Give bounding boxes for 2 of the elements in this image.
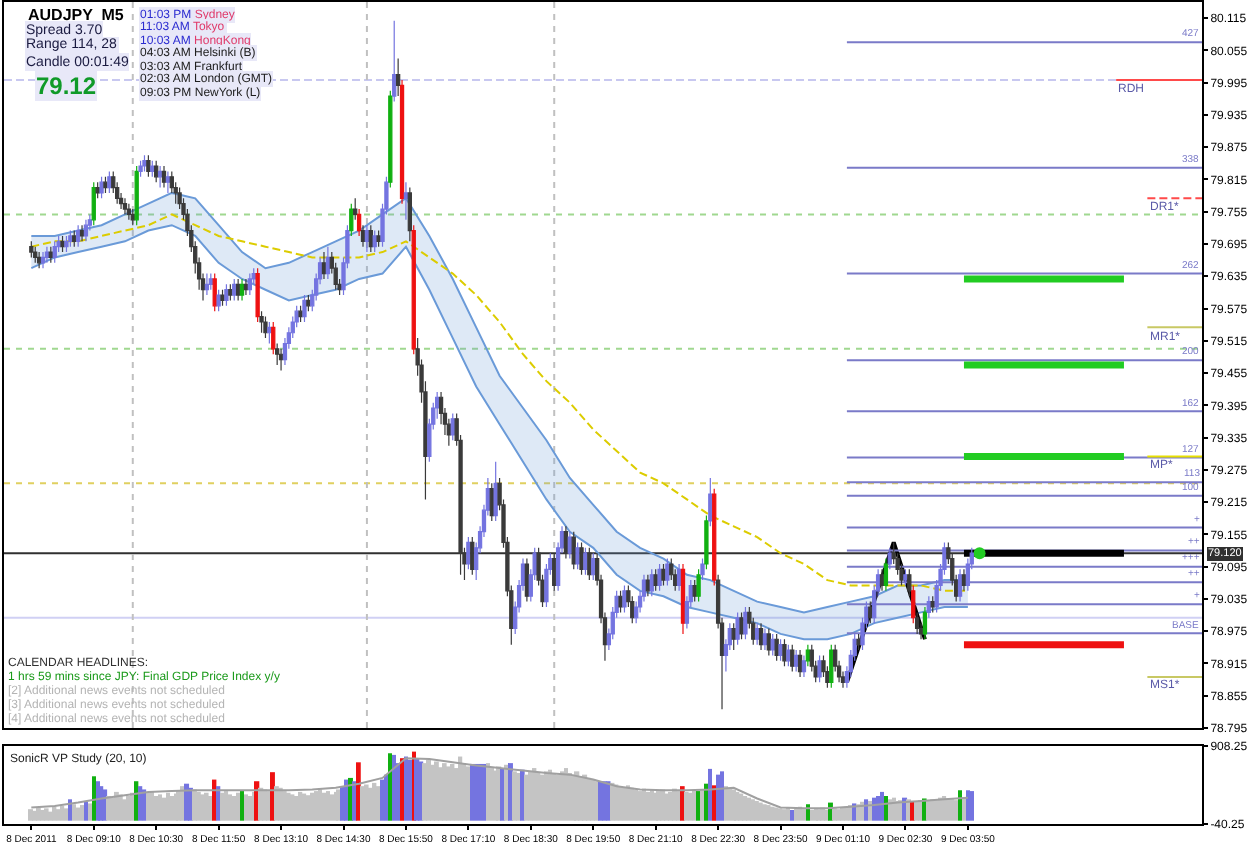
annotation: 79.12 (36, 72, 97, 100)
chart-title: AUDJPY M5 (28, 6, 125, 24)
